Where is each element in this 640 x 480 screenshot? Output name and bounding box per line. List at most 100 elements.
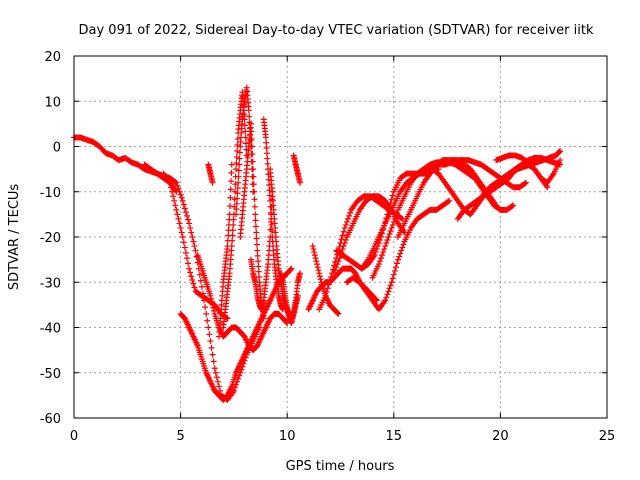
data-point xyxy=(324,285,331,292)
data-point xyxy=(228,161,235,168)
data-point xyxy=(183,212,190,219)
series-9 xyxy=(233,84,257,218)
data-point xyxy=(174,182,181,189)
data-point xyxy=(335,258,342,265)
data-point xyxy=(169,188,176,195)
data-point xyxy=(341,224,348,231)
data-point xyxy=(198,283,205,290)
data-point xyxy=(391,215,398,222)
x-tick-label: 20 xyxy=(492,429,509,444)
data-point xyxy=(347,209,354,216)
data-points xyxy=(71,84,564,403)
data-point xyxy=(188,273,195,280)
y-tick-label: -30 xyxy=(40,276,61,291)
data-point xyxy=(180,201,187,208)
data-point xyxy=(236,149,243,156)
data-point xyxy=(445,198,452,205)
data-point xyxy=(206,331,213,338)
data-point xyxy=(229,227,236,234)
data-point xyxy=(288,265,295,272)
data-point xyxy=(186,220,193,227)
data-point xyxy=(267,209,274,216)
series-14 xyxy=(290,152,303,186)
data-point xyxy=(233,381,240,388)
data-point xyxy=(173,206,180,213)
data-point xyxy=(389,275,396,282)
data-point xyxy=(296,179,303,186)
data-point xyxy=(207,338,214,345)
data-point xyxy=(381,246,388,253)
data-point xyxy=(339,246,346,253)
data-point xyxy=(264,155,271,162)
data-point xyxy=(211,365,218,372)
data-point xyxy=(385,234,392,240)
data-point xyxy=(311,249,318,256)
data-point xyxy=(254,252,261,259)
data-point xyxy=(382,297,389,304)
data-point xyxy=(339,232,346,239)
data-point xyxy=(446,197,453,204)
data-point xyxy=(235,375,242,382)
data-point xyxy=(234,195,241,202)
data-point xyxy=(249,151,256,158)
data-point xyxy=(250,173,257,180)
data-point xyxy=(189,276,196,283)
data-point xyxy=(314,261,321,268)
data-point xyxy=(266,192,273,199)
data-point xyxy=(174,211,181,218)
data-point xyxy=(170,193,177,200)
data-point xyxy=(179,234,186,240)
data-point xyxy=(557,157,564,164)
data-point xyxy=(251,196,258,203)
data-point xyxy=(296,270,303,277)
data-point xyxy=(398,247,405,254)
data-point xyxy=(180,239,187,246)
data-point xyxy=(315,267,322,274)
data-point xyxy=(215,383,222,390)
data-point xyxy=(209,179,216,186)
y-tick-label: -60 xyxy=(40,412,61,427)
data-point xyxy=(380,249,387,256)
data-point xyxy=(196,271,203,278)
data-point xyxy=(373,246,380,253)
data-point xyxy=(510,202,517,209)
data-point xyxy=(227,186,234,193)
data-point xyxy=(209,301,216,308)
data-point xyxy=(178,229,185,236)
data-point xyxy=(392,264,399,271)
data-point xyxy=(255,263,262,270)
data-point xyxy=(166,179,173,186)
data-point xyxy=(344,215,351,222)
y-tick-label: 20 xyxy=(44,50,61,65)
data-point xyxy=(197,277,204,284)
data-point xyxy=(172,202,179,209)
y-tick-label: -10 xyxy=(40,186,61,201)
data-point xyxy=(327,273,334,280)
series-16 xyxy=(277,270,303,326)
data-point xyxy=(234,190,241,197)
data-point xyxy=(230,216,237,223)
data-point xyxy=(210,304,217,311)
data-point xyxy=(391,267,398,274)
data-point xyxy=(251,203,258,210)
data-point xyxy=(181,244,188,251)
data-point xyxy=(389,192,396,199)
data-point xyxy=(252,217,259,224)
series-7 xyxy=(215,161,235,340)
data-point xyxy=(260,315,267,322)
y-axis-label: SDTVAR / TECUs xyxy=(7,184,22,291)
data-point xyxy=(208,344,215,351)
data-point xyxy=(188,229,195,236)
data-point xyxy=(390,271,397,278)
data-point xyxy=(386,203,393,210)
data-point xyxy=(177,224,184,231)
data-point xyxy=(204,317,211,324)
series-29 xyxy=(493,152,564,186)
data-point xyxy=(253,235,260,242)
data-point xyxy=(176,188,183,195)
x-tick-label: 15 xyxy=(386,429,403,444)
data-point xyxy=(227,194,234,201)
data-point xyxy=(191,243,198,250)
x-axis-label: GPS time / hours xyxy=(286,459,395,474)
